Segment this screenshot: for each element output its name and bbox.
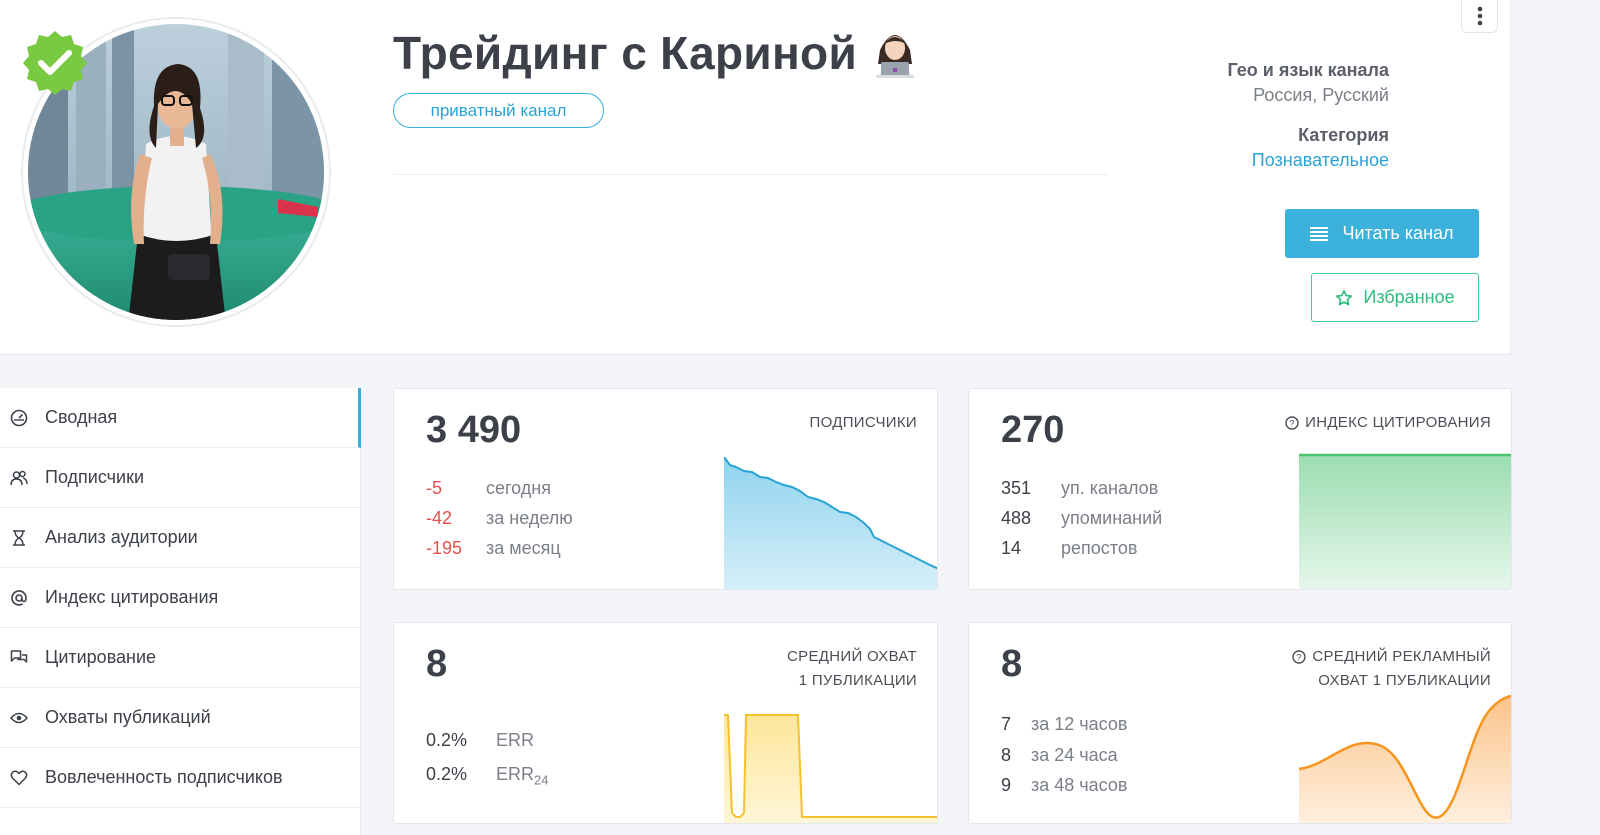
sidebar: Сводная Подписчики Анализ аудитории Инде… [0, 388, 361, 835]
sidebar-item-audience[interactable]: Анализ аудитории [0, 508, 361, 568]
kebab-icon [1477, 6, 1482, 26]
private-channel-badge: приватный канал [393, 93, 604, 128]
average-reach-card[interactable]: 8 СРЕДНИЙ ОХВАТ 1 ПУБЛИКАЦИИ 0.2% ERR 0.2… [393, 622, 938, 824]
help-icon[interactable]: ? [1292, 650, 1307, 664]
stat-row: -5 сегодня [426, 478, 551, 498]
channel-title: Трейдинг с Кариной [393, 27, 858, 79]
err24-row: 0.2% ERR24 [426, 764, 549, 788]
woman-laptop-icon [876, 35, 914, 78]
favorite-button[interactable]: Избранное [1311, 273, 1479, 322]
list-icon [1310, 226, 1329, 241]
stat-row: -195 за месяц [426, 538, 561, 558]
at-icon [10, 589, 28, 607]
verified-badge-icon [23, 31, 87, 95]
citation-index-card[interactable]: 270 ? ИНДЕКС ЦИТИРОВАНИЯ 351 уп. каналов … [968, 388, 1512, 590]
subscribers-title: ПОДПИСЧИКИ [809, 414, 917, 431]
stat-row: 9 за 48 часов [1001, 775, 1128, 795]
dashboard-icon [10, 409, 28, 427]
subscribers-sparkline [724, 457, 937, 589]
help-icon[interactable]: ? [1285, 416, 1299, 430]
sidebar-item-citations[interactable]: Цитирование [0, 628, 361, 688]
stat-row: 8 за 24 часа [1001, 745, 1118, 765]
reach-sparkline [724, 714, 937, 823]
citation-index-title: ? ИНДЕКС ЦИТИРОВАНИЯ [1285, 411, 1491, 435]
stat-row: 7 за 12 часов [1001, 714, 1128, 734]
read-channel-label: Читать канал [1342, 223, 1454, 243]
chat-icon [10, 649, 28, 667]
sidebar-item-engagement[interactable]: Вовлеченность подписчиков [0, 748, 361, 808]
sidebar-item-label: Подписчики [45, 467, 145, 487]
sidebar-item-citation-index[interactable]: Индекс цитирования [0, 568, 361, 628]
citation-index-value: 270 [1001, 409, 1065, 451]
favorite-label: Избранное [1363, 287, 1455, 307]
sidebar-item-label: Анализ аудитории [45, 527, 198, 547]
eye-icon [10, 709, 28, 727]
ad-reach-sparkline [1299, 695, 1511, 823]
more-menu-button[interactable] [1461, 0, 1498, 33]
average-ad-reach-title: ? СРЕДНИЙ РЕКЛАМНЫЙ ОХВАТ 1 ПУБЛИКАЦИИ [1292, 645, 1491, 693]
sidebar-item-label: Индекс цитирования [45, 587, 219, 607]
read-channel-button[interactable]: Читать канал [1285, 209, 1479, 258]
heart-icon [10, 769, 28, 787]
citation-sparkline [1299, 453, 1511, 589]
subscribers-count: 3 490 [426, 409, 522, 451]
sidebar-item-post-reach[interactable]: Охваты публикаций [0, 688, 361, 748]
header-divider [393, 174, 1107, 175]
average-ad-reach-card[interactable]: 8 ? СРЕДНИЙ РЕКЛАМНЫЙ ОХВАТ 1 ПУБЛИКАЦИИ… [968, 622, 1512, 824]
star-icon [1336, 289, 1353, 305]
sidebar-item-label: Охваты публикаций [45, 707, 211, 727]
sidebar-item-label: Вовлеченность подписчиков [45, 767, 283, 787]
channel-header: Трейдинг с Кариной приватный канал Гео и… [0, 0, 1511, 355]
hourglass-icon [10, 529, 28, 547]
category-link[interactable]: Познавательное [1251, 150, 1389, 170]
users-icon [10, 469, 28, 487]
stat-row: 488 упоминаний [1001, 508, 1163, 528]
average-ad-reach-value: 8 [1001, 643, 1023, 685]
category-label: Категория [1298, 125, 1389, 145]
geo-label: Гео и язык канала [1227, 60, 1389, 80]
stat-row: 14 репостов [1001, 538, 1138, 558]
sidebar-item-summary[interactable]: Сводная [0, 388, 361, 448]
sidebar-item-label: Сводная [45, 407, 118, 427]
subscribers-card[interactable]: 3 490 ПОДПИСЧИКИ -5 сегодня -42 за неделю … [393, 388, 938, 590]
svg-text:?: ? [1289, 419, 1294, 429]
average-reach-title: СРЕДНИЙ ОХВАТ 1 ПУБЛИКАЦИИ [787, 648, 917, 689]
average-reach-value: 8 [426, 643, 448, 685]
svg-text:?: ? [1297, 653, 1302, 663]
stat-row: 351 уп. каналов [1001, 478, 1159, 498]
sidebar-item-label: Цитирование [45, 647, 157, 667]
geo-value: Россия, Русский [1253, 85, 1389, 105]
stat-row: -42 за неделю [426, 508, 573, 528]
err-row: 0.2% ERR [426, 730, 535, 750]
sidebar-item-subscribers[interactable]: Подписчики [0, 448, 361, 508]
